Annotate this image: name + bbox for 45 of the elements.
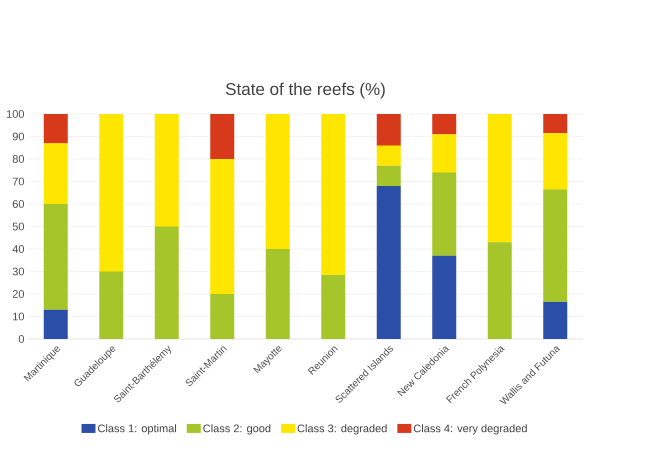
bar bbox=[543, 189, 568, 302]
bar bbox=[154, 226, 179, 339]
bar bbox=[376, 166, 401, 186]
legend-label: Class 1: optimal bbox=[98, 424, 176, 434]
y-tick-label: 50 bbox=[12, 222, 24, 230]
bar bbox=[376, 146, 401, 166]
y-tick-label: 100 bbox=[6, 110, 24, 118]
bar bbox=[543, 114, 568, 134]
bar bbox=[44, 310, 68, 339]
bar bbox=[432, 134, 456, 172]
bar bbox=[432, 256, 456, 339]
chart-title: State of the reefs (%) bbox=[226, 82, 385, 98]
bar bbox=[376, 186, 401, 339]
legend-label: Class 4: very degraded bbox=[414, 424, 527, 434]
y-tick-label: 60 bbox=[12, 200, 24, 208]
bar bbox=[44, 114, 68, 144]
bar bbox=[210, 294, 234, 339]
bar bbox=[432, 114, 456, 134]
bar bbox=[266, 249, 290, 339]
bar bbox=[432, 172, 456, 256]
bar bbox=[99, 114, 124, 272]
y-tick-label: 40 bbox=[12, 245, 24, 253]
bar bbox=[210, 159, 234, 294]
bar bbox=[44, 204, 68, 310]
bar bbox=[44, 143, 68, 204]
bar bbox=[543, 133, 568, 190]
bar bbox=[488, 242, 512, 339]
bar bbox=[543, 302, 568, 339]
legend-label: Class 3: degraded bbox=[298, 424, 387, 434]
bar bbox=[210, 114, 234, 160]
y-tick-label: 90 bbox=[12, 132, 24, 140]
y-tick-label: 20 bbox=[12, 290, 24, 298]
bar bbox=[321, 114, 346, 275]
y-tick-label: 80 bbox=[12, 155, 24, 163]
bar bbox=[321, 274, 346, 339]
bar bbox=[488, 114, 512, 242]
y-tick-label: 10 bbox=[13, 312, 24, 320]
y-tick-label: 30 bbox=[12, 268, 24, 276]
bar bbox=[154, 114, 179, 226]
bar bbox=[99, 272, 124, 339]
bar bbox=[376, 114, 401, 146]
bar bbox=[266, 114, 290, 249]
legend-label: Class 2: good bbox=[203, 424, 270, 434]
y-tick-label: 70 bbox=[12, 178, 24, 186]
y-tick-label: 0 bbox=[18, 335, 24, 343]
